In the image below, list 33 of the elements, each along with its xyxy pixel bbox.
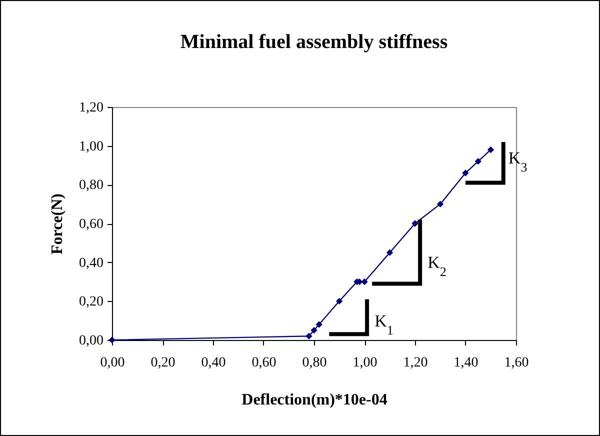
- x-tick-label: 1,00: [352, 356, 378, 370]
- y-tick-label: 0,40: [79, 256, 104, 271]
- annotation: K$_{2}$: [428, 253, 446, 279]
- y-tick-label: 0,00: [79, 334, 104, 348]
- annotation: K$_{3}$: [508, 148, 528, 174]
- point: [436, 200, 444, 208]
- point: [361, 278, 368, 286]
- point: [316, 321, 322, 328]
- y-tick-label: 0,80: [79, 178, 104, 194]
- x-tick-label: 1,20: [403, 356, 428, 370]
- x-tick-label: 0,20: [150, 356, 176, 370]
- y-tick-label: 0,60: [79, 217, 104, 232]
- x-tick-label: 0,60: [252, 356, 276, 370]
- chart-title: Minimal fuel assembly stiffness: [180, 31, 448, 53]
- point: [336, 298, 343, 305]
- point: [462, 170, 469, 176]
- x-axis-title: Deflection(m)*10e-04: [242, 392, 388, 408]
- point: [412, 220, 418, 227]
- point: [306, 332, 312, 340]
- y-tick-label: 1,20: [79, 100, 104, 116]
- point: [474, 158, 482, 165]
- x-tick-label: 0,80: [302, 356, 327, 370]
- annotation: K$_{1}$: [374, 311, 394, 337]
- x-tick-label: 1,40: [454, 356, 478, 370]
- x-tick-label: 1,60: [504, 356, 529, 370]
- point: [386, 249, 394, 256]
- point: [487, 146, 494, 154]
- y-axis-title: Force(N): [49, 194, 66, 254]
- y-tick-label: 1,00: [79, 139, 104, 154]
- x-tick-label: 0,40: [201, 356, 226, 370]
- x-tick-label: 0,00: [100, 356, 125, 370]
- point: [310, 326, 318, 334]
- y-tick-label: 0,20: [79, 294, 104, 310]
